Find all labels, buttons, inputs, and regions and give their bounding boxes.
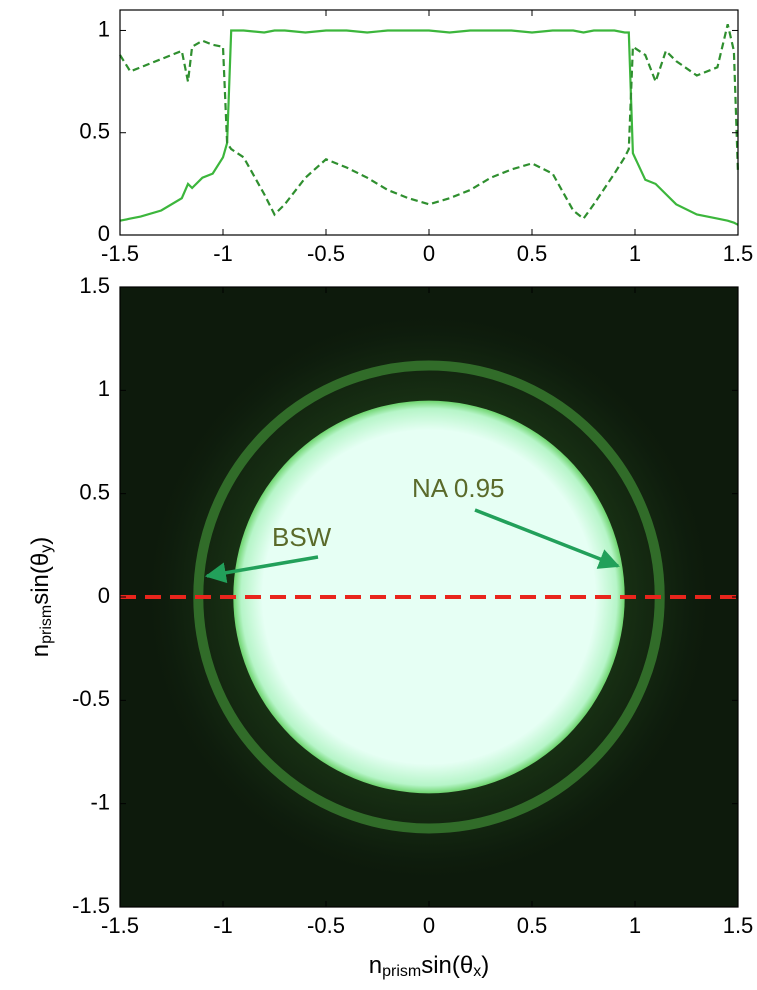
x-tick-label: 0 [423,241,435,266]
x-tick-label: 0.5 [517,913,548,938]
x-tick-label: 0 [423,913,435,938]
axis-label-part: prism [382,963,421,980]
y-tick-label: 1 [98,376,110,401]
x-tick-label: 0.5 [517,241,548,266]
x-tick-label: -1 [213,241,233,266]
data-line [119,29,739,226]
annotation: NA 0.95 [412,473,505,503]
y-tick-label: -1 [90,789,110,814]
y-tick-label: 1.5 [79,273,110,298]
x-tick-label: -1.5 [101,913,139,938]
axis-label-part: x [473,963,481,980]
x-tick-label: 1.5 [723,241,754,266]
annotation: BSW [272,522,332,552]
axis-label-part: n [27,644,54,657]
x-tick-label: -0.5 [307,241,345,266]
x-tick-label: 1.5 [723,913,754,938]
data-line [119,24,740,221]
y-tick-label: 0 [98,221,110,246]
x-tick-label: 1 [629,913,641,938]
axis-label-part: sin(θ [27,553,54,605]
axis-label: nprismsin(θx) [369,952,490,980]
y-tick-label: -1.5 [72,893,110,918]
axis-label-part: prism [38,605,55,644]
axis-label-part: ) [481,952,489,979]
x-tick-label: -0.5 [307,913,345,938]
axis-label-part: n [369,952,382,979]
x-tick-label: 1 [629,241,641,266]
axis-label-part: sin(θ [421,952,473,979]
plots: -1.5 -1 -0.5 0 0.5 1 1.5 0 0.5 1 -1.5 -1 -0.5 0 0.5 1 1.… [27,9,754,980]
annotations: NA 0.95 BSW [204,473,620,584]
x-tick-label: -1 [213,913,233,938]
axis-label-part: y [38,545,55,553]
axes-frame [119,9,739,236]
axis-label-part: ) [27,537,54,545]
y-tick-label: -0.5 [72,686,110,711]
arrow [204,555,319,584]
y-tick-label: 0.5 [79,119,110,144]
x-tick-label: -1.5 [101,241,139,266]
y-tick-label: 0 [98,583,110,608]
y-tick-label: 1 [98,16,110,41]
arrow [474,508,620,569]
axis-label: nprismsin(θy) [27,537,55,658]
y-tick-label: 0.5 [79,479,110,504]
